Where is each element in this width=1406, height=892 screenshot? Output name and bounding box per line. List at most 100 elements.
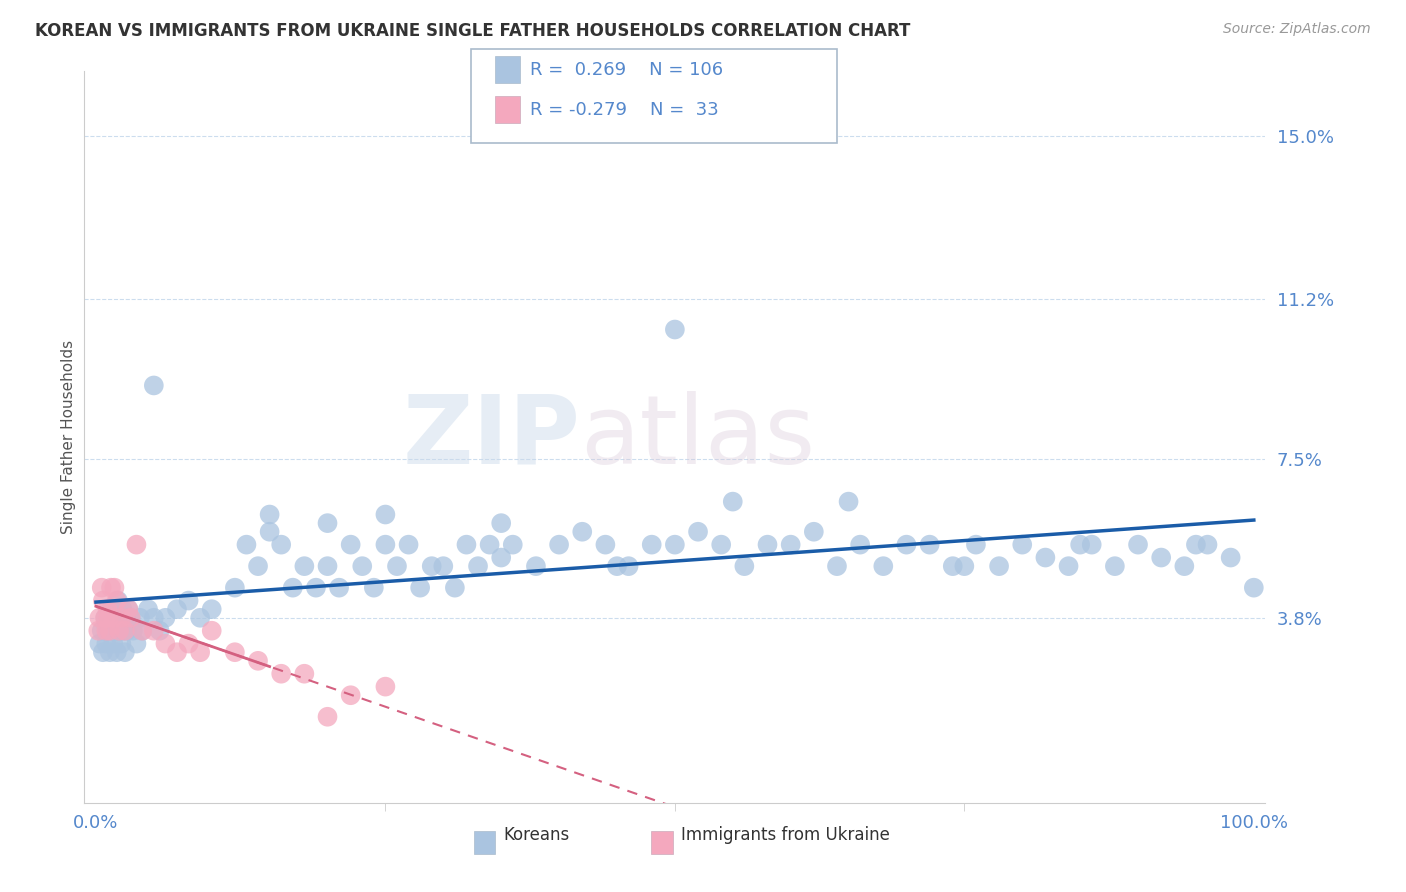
Point	[398, 538, 420, 552]
Bar	[474, 830, 495, 854]
Point	[374, 538, 396, 552]
Point	[1185, 538, 1208, 552]
Point	[328, 581, 350, 595]
Text: Immigrants from Ukraine: Immigrants from Ukraine	[681, 826, 890, 844]
Point	[188, 645, 211, 659]
Point	[489, 516, 512, 530]
Point	[87, 624, 110, 638]
Point	[1173, 559, 1195, 574]
Point	[374, 680, 396, 694]
Point	[363, 581, 385, 595]
Point	[1011, 538, 1033, 552]
Point	[103, 637, 125, 651]
Point	[188, 611, 211, 625]
Point	[105, 593, 128, 607]
Point	[96, 637, 118, 651]
Point	[571, 524, 593, 539]
Point	[247, 654, 270, 668]
Point	[1035, 550, 1057, 565]
Point	[94, 611, 117, 625]
Point	[1126, 538, 1149, 552]
Bar	[651, 830, 672, 854]
Point	[1197, 538, 1219, 552]
Point	[155, 637, 177, 651]
Point	[111, 602, 134, 616]
Point	[117, 602, 139, 616]
Point	[664, 538, 686, 552]
Point	[100, 581, 122, 595]
Point	[114, 645, 136, 659]
Point	[259, 508, 281, 522]
Point	[247, 559, 270, 574]
Point	[90, 581, 112, 595]
Point	[224, 581, 246, 595]
Point	[1219, 550, 1241, 565]
Text: ZIP: ZIP	[402, 391, 581, 483]
Point	[110, 637, 132, 651]
Point	[103, 611, 125, 625]
Point	[96, 624, 118, 638]
Point	[201, 624, 224, 638]
Point	[136, 602, 159, 616]
Point	[409, 581, 432, 595]
Point	[270, 538, 292, 552]
Point	[98, 624, 121, 638]
Point	[524, 559, 547, 574]
Point	[305, 581, 328, 595]
Point	[91, 593, 114, 607]
Point	[849, 538, 872, 552]
Point	[316, 516, 339, 530]
Point	[918, 538, 941, 552]
Point	[339, 688, 361, 702]
Point	[103, 611, 125, 625]
Point	[97, 611, 120, 625]
Point	[721, 494, 744, 508]
Point	[316, 710, 339, 724]
Point	[166, 602, 188, 616]
Point	[103, 581, 125, 595]
Point	[641, 538, 664, 552]
Point	[89, 637, 111, 651]
Point	[339, 538, 361, 552]
Point	[115, 611, 138, 625]
Point	[825, 559, 848, 574]
Point	[502, 538, 524, 552]
Point	[100, 602, 122, 616]
Point	[89, 611, 111, 625]
Text: KOREAN VS IMMIGRANTS FROM UKRAINE SINGLE FATHER HOUSEHOLDS CORRELATION CHART: KOREAN VS IMMIGRANTS FROM UKRAINE SINGLE…	[35, 22, 911, 40]
Point	[117, 602, 139, 616]
Point	[91, 645, 114, 659]
Point	[177, 637, 200, 651]
Point	[259, 524, 281, 539]
Point	[108, 624, 131, 638]
Point	[120, 611, 142, 625]
Point	[1150, 550, 1173, 565]
Point	[489, 550, 512, 565]
Point	[142, 611, 165, 625]
Point	[965, 538, 987, 552]
Point	[432, 559, 454, 574]
Point	[131, 624, 153, 638]
Point	[374, 508, 396, 522]
Point	[896, 538, 918, 552]
Point	[149, 624, 172, 638]
Point	[105, 645, 128, 659]
Text: Source: ZipAtlas.com: Source: ZipAtlas.com	[1223, 22, 1371, 37]
Point	[142, 624, 165, 638]
Point	[166, 645, 188, 659]
Point	[155, 611, 177, 625]
Point	[988, 559, 1011, 574]
Point	[96, 624, 118, 638]
Point	[112, 624, 135, 638]
Point	[316, 559, 339, 574]
Point	[617, 559, 640, 574]
Point	[953, 559, 976, 574]
Y-axis label: Single Father Households: Single Father Households	[60, 340, 76, 534]
Point	[1080, 538, 1102, 552]
Point	[224, 645, 246, 659]
Text: R =  0.269    N = 106: R = 0.269 N = 106	[530, 61, 723, 78]
Point	[444, 581, 467, 595]
Point	[686, 524, 709, 539]
Point	[114, 624, 136, 638]
Point	[104, 624, 127, 638]
